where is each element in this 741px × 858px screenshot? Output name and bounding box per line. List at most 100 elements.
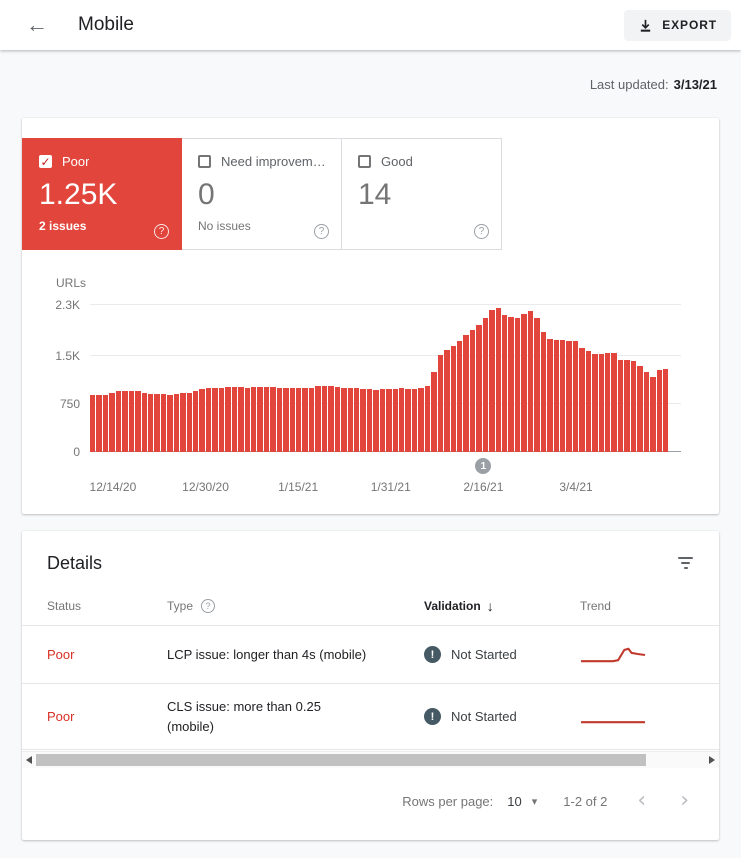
chart-bar[interactable] xyxy=(386,388,392,452)
chart-bar[interactable] xyxy=(353,388,360,452)
chart-bar[interactable] xyxy=(662,369,669,452)
chart-bar[interactable] xyxy=(238,387,244,452)
column-header-status[interactable]: Status xyxy=(47,598,82,613)
scrollbar-right-arrow-icon[interactable] xyxy=(705,752,719,768)
chart-bar[interactable] xyxy=(173,394,180,452)
chart-bar[interactable] xyxy=(643,372,650,452)
scrollbar-thumb[interactable] xyxy=(36,754,646,766)
chart-bar[interactable] xyxy=(418,387,424,452)
chart-bar[interactable] xyxy=(592,353,598,452)
chart-bar[interactable] xyxy=(450,346,456,452)
type-help-icon[interactable]: ? xyxy=(201,598,216,613)
chart-bar[interactable] xyxy=(444,350,450,452)
chart-bar[interactable] xyxy=(289,388,295,452)
column-header-type[interactable]: Type ? xyxy=(167,598,424,613)
chart-bar[interactable] xyxy=(605,352,611,452)
chart-bar[interactable] xyxy=(495,308,501,452)
chart-bar[interactable] xyxy=(270,387,276,452)
chart-bar[interactable] xyxy=(617,359,624,452)
chart-bar[interactable] xyxy=(502,315,508,452)
chart-bar[interactable] xyxy=(128,390,135,452)
chart-bar[interactable] xyxy=(276,387,283,452)
chart-bar[interactable] xyxy=(489,309,495,452)
chart-bar[interactable] xyxy=(482,318,489,452)
table-row-cls-issue[interactable]: Poor CLS issue: more than 0.25 (mobile) … xyxy=(22,684,719,750)
chart-bar[interactable] xyxy=(257,387,263,452)
chart-bar[interactable] xyxy=(360,388,366,452)
chart-bar[interactable] xyxy=(572,341,579,452)
chart-bar[interactable] xyxy=(296,388,302,452)
chart-bar[interactable] xyxy=(347,387,353,452)
chart-bar[interactable] xyxy=(283,387,289,452)
chart-bar[interactable] xyxy=(399,388,405,452)
next-page-button[interactable]: › xyxy=(680,788,689,813)
chart-bar[interactable] xyxy=(559,340,566,452)
chart-bar[interactable] xyxy=(334,387,341,452)
good-checkbox[interactable]: ✓ xyxy=(358,155,371,168)
scorecard-poor[interactable]: ✓ Poor 1.25K 2 issues ? xyxy=(22,138,182,250)
chart-bar[interactable] xyxy=(263,387,270,452)
chart-bar[interactable] xyxy=(244,387,250,452)
filter-icon[interactable] xyxy=(676,553,695,573)
chart-bar[interactable] xyxy=(411,388,418,452)
chart-bar[interactable] xyxy=(141,393,147,452)
chart-bar[interactable] xyxy=(302,387,308,452)
chart-bar[interactable] xyxy=(199,389,205,452)
chart-bar[interactable] xyxy=(611,353,617,452)
previous-page-button[interactable]: ‹ xyxy=(637,788,647,813)
chart-bar[interactable] xyxy=(553,339,559,452)
chart-bar[interactable] xyxy=(456,340,463,452)
back-button[interactable]: ← xyxy=(26,12,48,37)
chart-bar[interactable] xyxy=(135,391,141,452)
chart-bar[interactable] xyxy=(90,395,96,452)
scorecard-need-improvement[interactable]: ✓ Need improveme... 0 No issues ? xyxy=(182,138,342,250)
chart-bar[interactable] xyxy=(405,388,411,452)
chart-bar[interactable] xyxy=(315,386,321,452)
scorecard-good[interactable]: ✓ Good 14 ? xyxy=(342,138,502,250)
chart-bar[interactable] xyxy=(598,353,604,452)
rows-per-page-select[interactable]: 10 ▾ xyxy=(507,794,537,809)
chart-bar[interactable] xyxy=(476,324,482,452)
need-improvement-checkbox[interactable]: ✓ xyxy=(198,155,211,168)
chart-bar[interactable] xyxy=(205,388,212,452)
chart-bar[interactable] xyxy=(379,389,386,452)
chart-bar[interactable] xyxy=(167,394,173,452)
chart-bar[interactable] xyxy=(656,369,662,452)
chart-bar[interactable] xyxy=(508,316,514,452)
help-icon[interactable]: ? xyxy=(474,224,489,239)
chart-bar[interactable] xyxy=(630,360,637,452)
chart-bar[interactable] xyxy=(637,366,643,452)
chart-bar[interactable] xyxy=(250,387,257,452)
chart-bar[interactable] xyxy=(102,394,109,452)
chart-bar[interactable] xyxy=(231,387,238,452)
horizontal-scrollbar[interactable] xyxy=(22,751,719,768)
chart-bar[interactable] xyxy=(225,387,231,452)
column-header-validation[interactable]: Validation ↓ xyxy=(424,597,494,614)
chart-bar[interactable] xyxy=(147,394,154,452)
chart-bar[interactable] xyxy=(579,347,585,452)
chart-bar[interactable] xyxy=(373,389,379,452)
scrollbar-left-arrow-icon[interactable] xyxy=(22,752,36,768)
chart-bar[interactable] xyxy=(540,331,547,452)
chart-bar[interactable] xyxy=(424,385,431,452)
chart-bar[interactable] xyxy=(521,313,527,452)
chart-bar[interactable] xyxy=(514,318,521,452)
chart-bar[interactable] xyxy=(218,387,225,452)
chart-bar[interactable] xyxy=(96,394,102,452)
chart-bar[interactable] xyxy=(115,391,122,452)
chart-bar[interactable] xyxy=(392,388,398,452)
table-row-lcp-issue[interactable]: Poor LCP issue: longer than 4s (mobile) … xyxy=(22,626,719,684)
export-button[interactable]: EXPORT xyxy=(624,9,731,41)
chart-bar[interactable] xyxy=(366,389,373,452)
help-icon[interactable]: ? xyxy=(314,224,329,239)
chart-bar[interactable] xyxy=(341,387,347,452)
chart-bar[interactable] xyxy=(527,311,534,452)
chart-bar[interactable] xyxy=(122,390,128,452)
column-header-trend[interactable]: Trend xyxy=(580,598,611,613)
chart-bar[interactable] xyxy=(650,376,656,452)
chart-bar[interactable] xyxy=(212,387,218,452)
chart-bar[interactable] xyxy=(160,393,167,452)
poor-checkbox[interactable]: ✓ xyxy=(39,155,52,168)
chart-bar[interactable] xyxy=(328,386,334,452)
chart-bar[interactable] xyxy=(547,338,553,452)
